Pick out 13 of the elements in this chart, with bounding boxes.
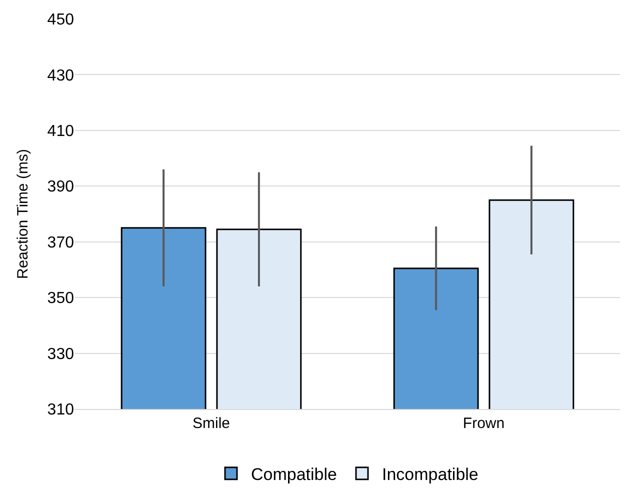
y-tick-label: 410 (47, 123, 74, 140)
y-tick-label: 350 (47, 290, 74, 308)
legend-label: Compatible (251, 464, 337, 484)
y-tick-label: 390 (47, 178, 74, 196)
y-tick-label: 330 (47, 346, 74, 363)
legend-label: Incompatible (382, 464, 478, 484)
y-tick-label: 310 (47, 402, 74, 419)
x-tick-label: Frown (462, 415, 505, 432)
y-axis-title: Reaction Time (ms) (14, 148, 32, 280)
x-tick-label: Smile (192, 415, 230, 432)
y-tick-label: 450 (47, 12, 74, 29)
y-tick-label: 370 (47, 234, 74, 252)
y-tick-label: 430 (47, 67, 74, 84)
